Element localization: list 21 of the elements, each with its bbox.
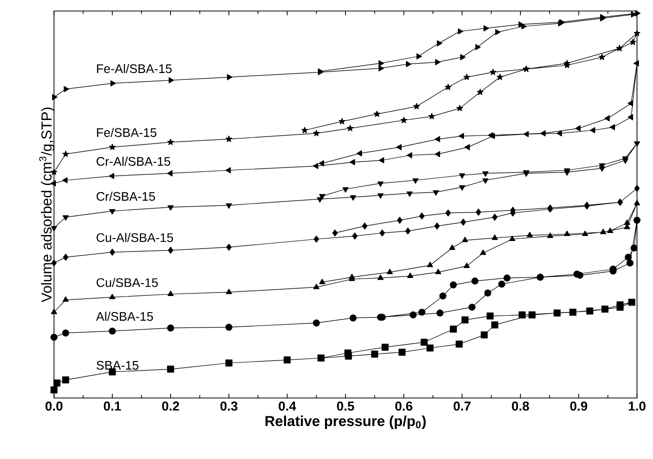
series-label: Cu-Al/SBA-15 [96,232,174,242]
x-tick-label: 0.7 [454,402,471,411]
x-tick-label: 0.6 [395,402,412,411]
series-label: Cu/SBA-15 [96,278,158,288]
x-tick-label: 0.5 [337,402,354,411]
y-axis-title: Volume adsorbed (cm$^{3}$/g,STP) [39,108,54,302]
x-tick-label: 1.0 [628,402,646,411]
series-label: SBA-15 [96,360,138,370]
series-label: Cr/SBA-15 [96,192,156,201]
x-tick-label: 0.2 [162,402,180,411]
series-label: Fe-Al/SBA-15 [97,64,172,74]
x-tick-label: 0.3 [220,402,238,411]
x-tick-label: 0.1 [104,402,121,411]
series-label: Fe/SBA-15 [97,128,156,137]
series-label: Al/SBA-15 [96,312,153,321]
x-axis-title: Relative pressure (p/p$_{0}$) [266,416,426,430]
series-label: Cr-Al/SBA-15 [96,156,170,166]
x-tick-label: 0.4 [278,402,296,411]
x-tick-label: 0.0 [46,402,62,411]
x-tick-label: 0.9 [570,402,588,411]
x-tick-label: 0.8 [512,402,530,411]
